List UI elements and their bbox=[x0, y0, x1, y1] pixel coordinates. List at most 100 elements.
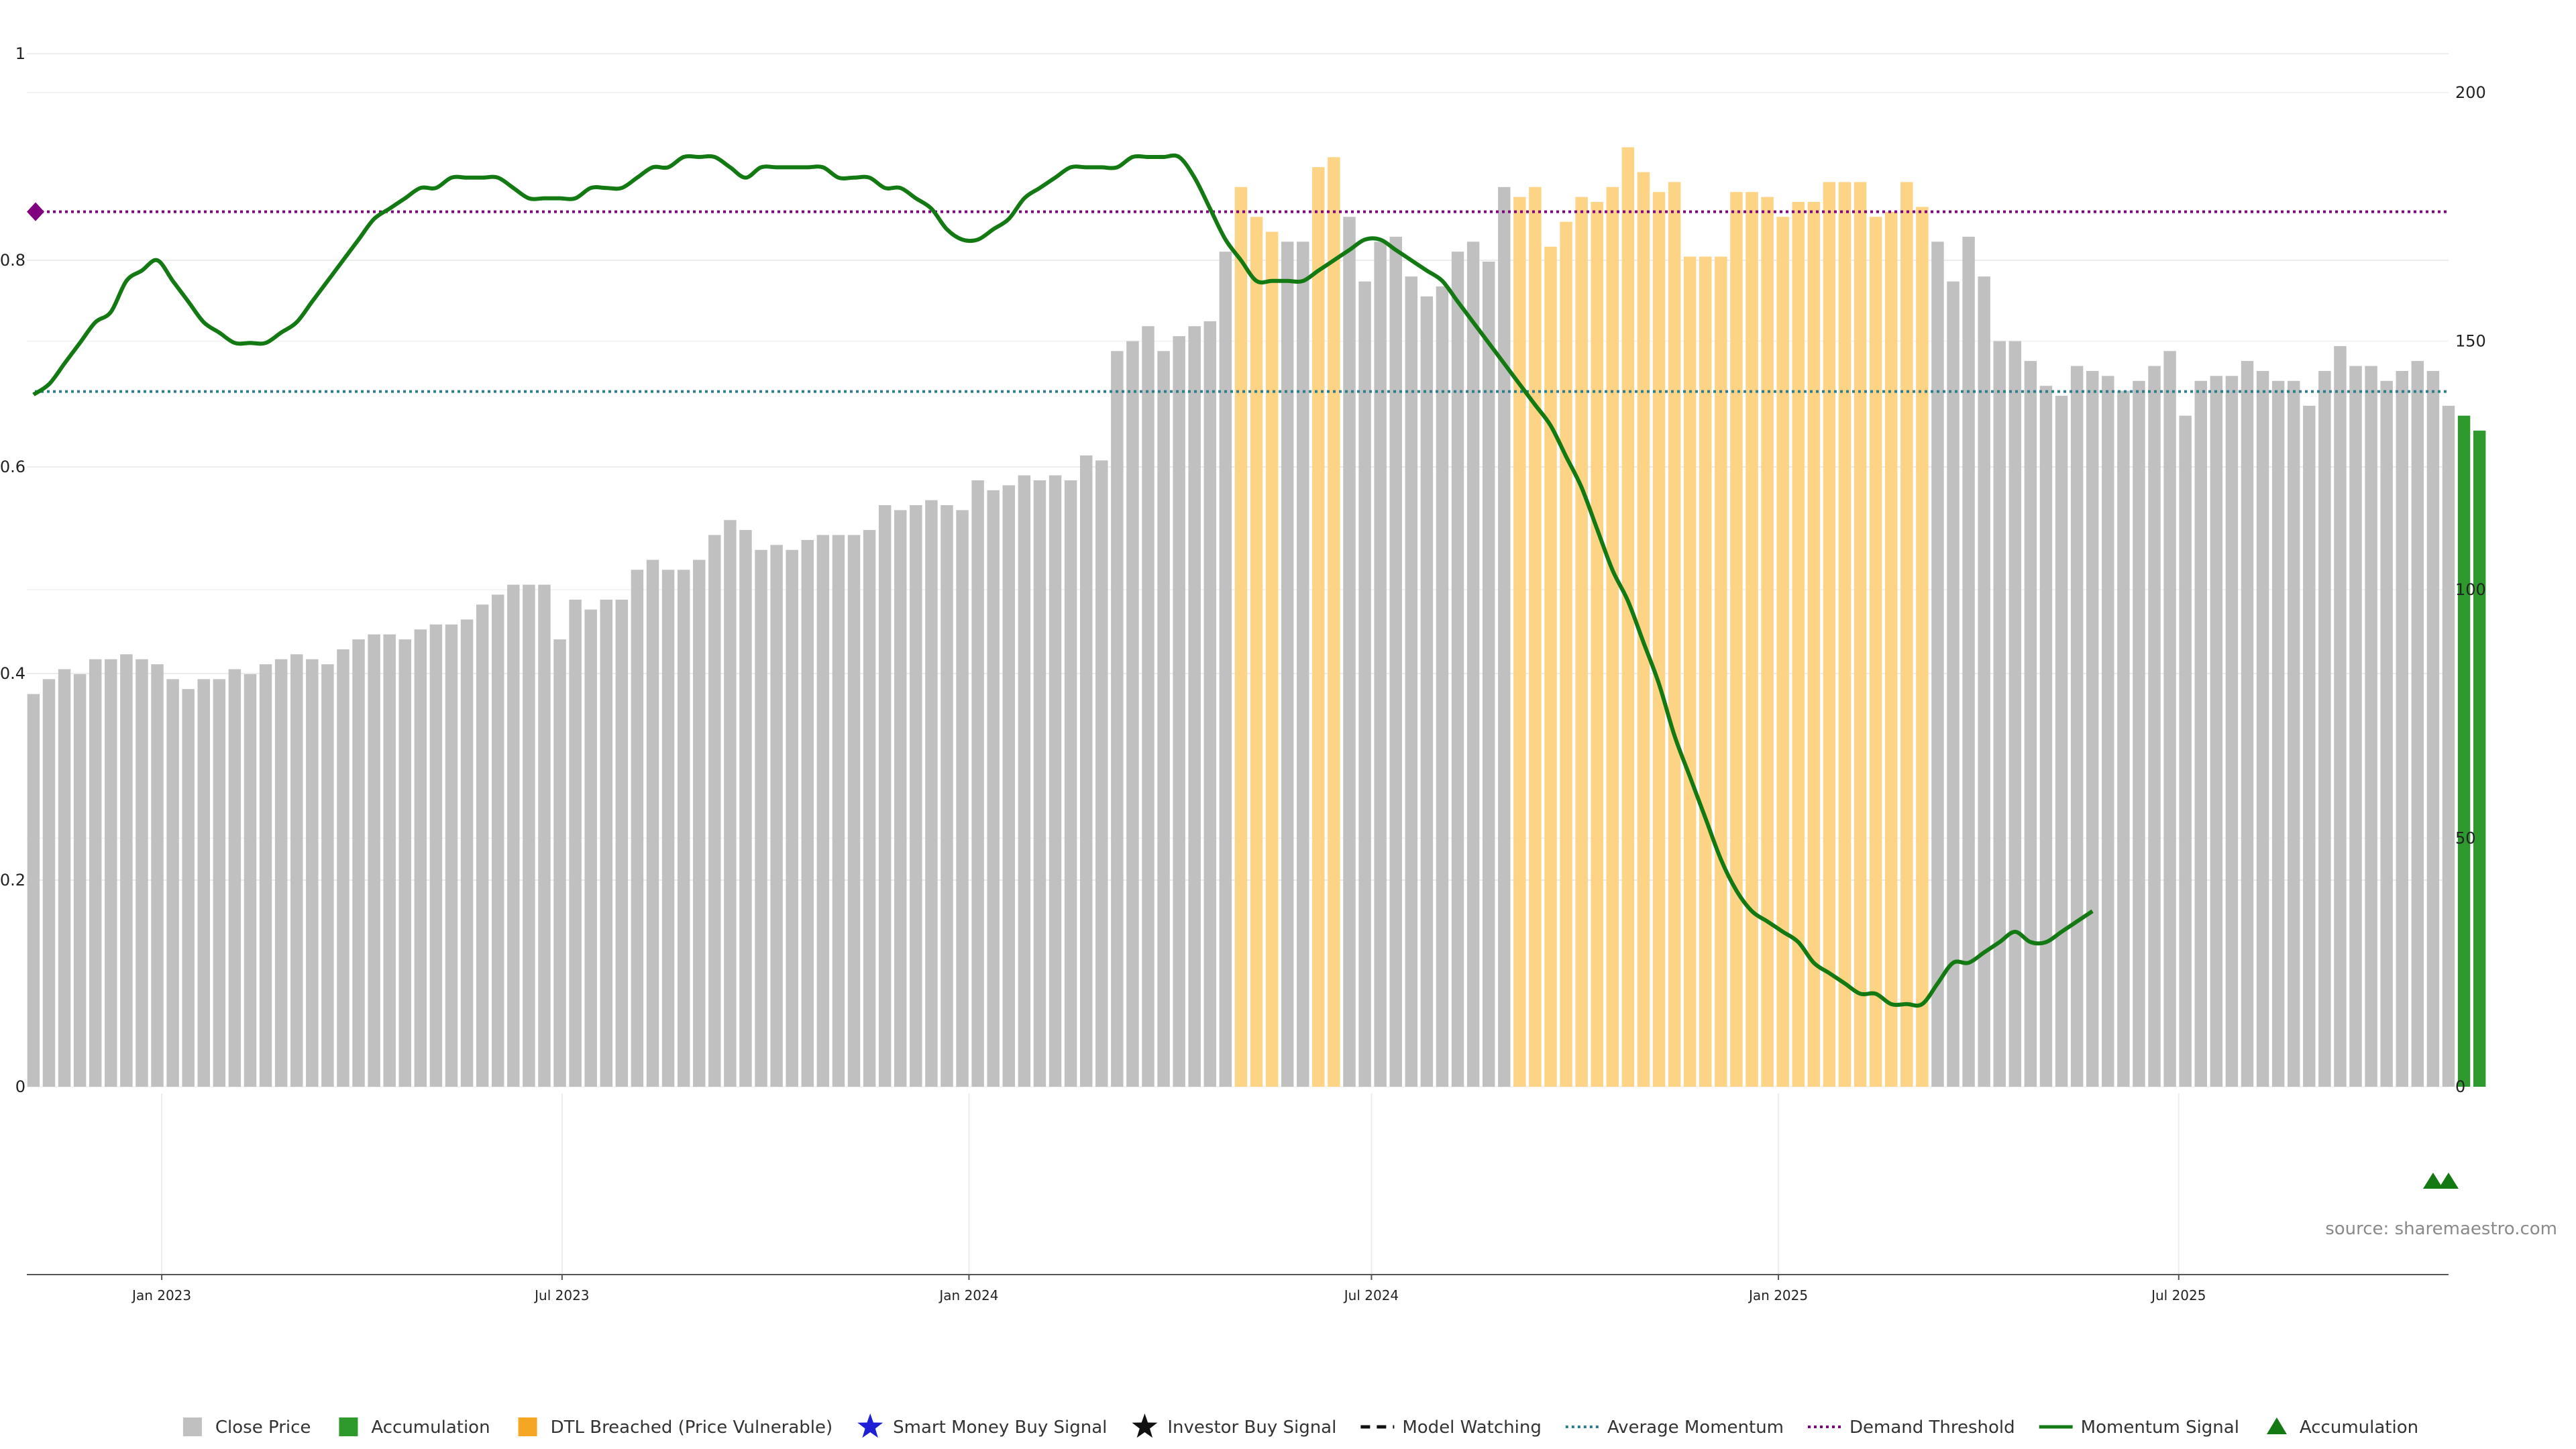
x-tick-label: Jul 2024 bbox=[1343, 1287, 1399, 1303]
close-price-bar bbox=[1482, 261, 1495, 1087]
close-price-bar bbox=[847, 535, 861, 1087]
close-price-bar bbox=[2024, 361, 2037, 1087]
close-price-bar bbox=[2271, 380, 2285, 1087]
close-price-bar bbox=[1064, 480, 1077, 1087]
close-price-bar bbox=[1466, 241, 1480, 1087]
close-price-bar bbox=[151, 664, 164, 1087]
legend-item: Accumulation bbox=[2266, 1417, 2418, 1438]
legend-item: DTL Breached (Price Vulnerable) bbox=[518, 1417, 833, 1438]
close-price-bar bbox=[1219, 252, 1232, 1087]
close-price-bar bbox=[1420, 296, 1434, 1087]
close-price-bar bbox=[832, 535, 845, 1087]
close-price-bar bbox=[228, 669, 241, 1087]
legend-square-icon bbox=[182, 1417, 202, 1436]
right-tick-label: 200 bbox=[2455, 83, 2486, 102]
left-tick-label: 0.6 bbox=[0, 458, 25, 476]
dtl-breached-bar bbox=[1900, 182, 1913, 1087]
close-price-bar bbox=[987, 490, 1000, 1087]
close-price-bar bbox=[1978, 276, 1990, 1087]
legend-label: Accumulation bbox=[2300, 1417, 2418, 1438]
left-tick-label: 1 bbox=[15, 44, 25, 63]
dtl-breached-bar bbox=[1699, 256, 1712, 1087]
left-tick-label: 0 bbox=[15, 1077, 25, 1096]
dtl-breached-bar bbox=[1854, 182, 1867, 1087]
dtl-breached-bar bbox=[1683, 256, 1697, 1087]
dtl-breached-bar bbox=[1250, 217, 1263, 1087]
legend-label: Momentum Signal bbox=[2081, 1417, 2239, 1438]
close-price-bar bbox=[1436, 286, 1449, 1087]
close-price-bar bbox=[2086, 370, 2099, 1087]
close-price-bar bbox=[136, 659, 148, 1087]
close-price-bar bbox=[197, 679, 210, 1087]
close-price-bar bbox=[1358, 281, 1371, 1087]
legend-square-icon bbox=[339, 1417, 358, 1436]
close-price-bar bbox=[600, 599, 612, 1087]
close-price-bar bbox=[538, 584, 551, 1087]
dtl-breached-bar bbox=[1807, 202, 1821, 1087]
close-price-bar bbox=[692, 559, 706, 1087]
close-price-bar bbox=[274, 659, 288, 1087]
momentum-signal-line bbox=[32, 153, 2094, 1008]
close-price-bar bbox=[941, 505, 953, 1087]
dtl-breached-bar bbox=[1529, 186, 1542, 1087]
dtl-breached-bar bbox=[1668, 182, 1681, 1087]
close-price-bar bbox=[2426, 370, 2440, 1087]
close-price-bar bbox=[2008, 341, 2022, 1087]
dtl-breached-bar bbox=[1637, 172, 1650, 1087]
dtl-breached-bar bbox=[1234, 186, 1248, 1087]
dtl-breached-bar bbox=[1652, 192, 1666, 1087]
close-price-bar bbox=[491, 594, 504, 1087]
close-price-bar bbox=[1157, 351, 1170, 1087]
legend-star-icon bbox=[1132, 1413, 1158, 1438]
right-tick-label: 100 bbox=[2455, 580, 2486, 599]
close-price-bar bbox=[801, 539, 814, 1087]
close-price-bar bbox=[507, 584, 520, 1087]
close-price-bar bbox=[244, 674, 257, 1087]
dtl-breached-bar bbox=[1761, 197, 1774, 1087]
legend-label: Accumulation bbox=[371, 1417, 490, 1438]
legend-item: Investor Buy Signal bbox=[1132, 1413, 1336, 1438]
close-price-bar bbox=[1111, 351, 1124, 1087]
close-price-bar bbox=[523, 584, 535, 1087]
legend-item: Model Watching bbox=[1360, 1417, 1542, 1438]
source-label: source: sharemaestro.com bbox=[2325, 1219, 2557, 1239]
close-price-bar bbox=[956, 510, 969, 1087]
demand-threshold-marker bbox=[27, 202, 44, 221]
legend-label: Average Momentum bbox=[1607, 1417, 1784, 1438]
close-price-bar bbox=[2241, 361, 2254, 1087]
close-price-bar bbox=[213, 679, 226, 1087]
dtl-breached-bar bbox=[1312, 167, 1325, 1087]
close-price-bar bbox=[1374, 241, 1387, 1087]
close-price-bar bbox=[724, 520, 737, 1087]
legend-item: Average Momentum bbox=[1565, 1417, 1784, 1438]
close-price-bar bbox=[894, 510, 907, 1087]
close-price-bar bbox=[2318, 370, 2331, 1087]
close-price-bar bbox=[1962, 236, 1975, 1087]
close-price-bar bbox=[2396, 370, 2408, 1087]
axes-layer: 0 0.2 0.4 0.6 0.8 1 0 50 100 150 200 Jan 2023 Jul 20… bbox=[0, 44, 2486, 1303]
close-price-bar bbox=[925, 500, 938, 1087]
accumulation-marker bbox=[2438, 1173, 2459, 1189]
close-price-bar bbox=[878, 505, 892, 1087]
legend-item: Smart Money Buy Signal bbox=[857, 1413, 1107, 1438]
legend-label: DTL Breached (Price Vulnerable) bbox=[551, 1417, 833, 1438]
legend-item: Accumulation bbox=[339, 1417, 490, 1438]
close-price-bar bbox=[1203, 321, 1217, 1087]
close-price-bar bbox=[2070, 366, 2084, 1087]
close-price-bar bbox=[368, 634, 380, 1087]
close-price-bar bbox=[1343, 217, 1356, 1087]
left-tick-label: 0.4 bbox=[0, 664, 25, 683]
close-price-bar bbox=[786, 549, 798, 1087]
close-price-bar bbox=[89, 659, 102, 1087]
close-price-bar bbox=[414, 629, 427, 1087]
dtl-breached-bar bbox=[1606, 186, 1619, 1087]
legend-star-icon bbox=[857, 1413, 883, 1438]
dtl-breached-bar bbox=[1265, 231, 1279, 1087]
close-price-bar bbox=[166, 679, 179, 1087]
close-price-bar bbox=[1002, 485, 1016, 1087]
close-price-bar bbox=[2194, 380, 2207, 1087]
close-price-bar bbox=[2349, 366, 2362, 1087]
close-price-bar bbox=[27, 694, 40, 1087]
close-price-bar bbox=[2287, 380, 2300, 1087]
